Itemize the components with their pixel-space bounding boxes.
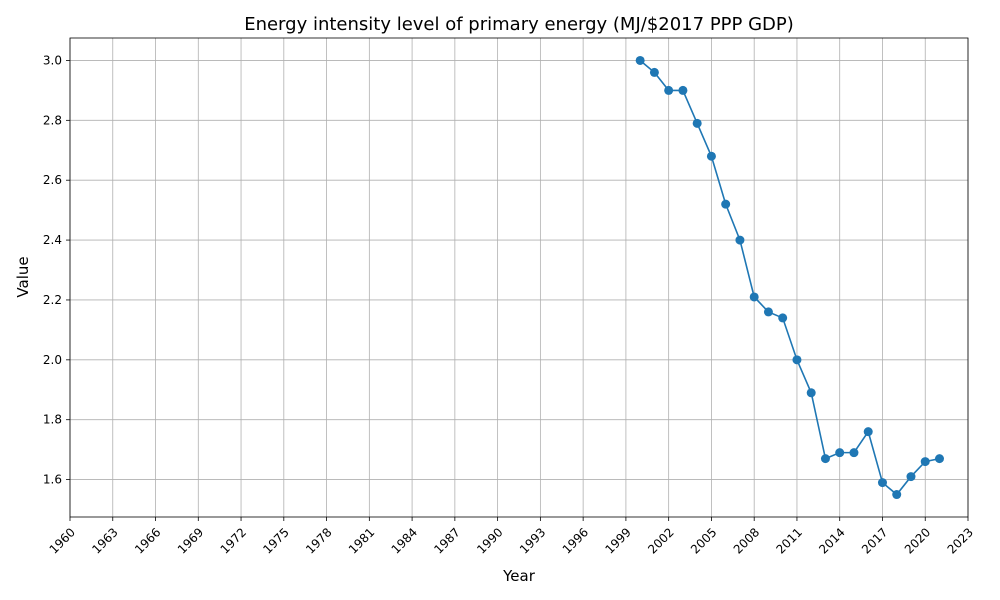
y-tick-label: 2.6 [43, 173, 62, 187]
series-line [639, 59, 940, 496]
y-tick-label: 2.8 [43, 113, 62, 127]
series [635, 55, 944, 500]
y-tick-label: 3.0 [43, 53, 62, 67]
x-tick-label: 1972 [218, 525, 249, 556]
data-point [664, 85, 674, 95]
x-tick-label: 1981 [346, 525, 377, 556]
x-axis-label: Year [502, 567, 536, 585]
x-tick-label: 1966 [132, 525, 163, 556]
data-point [820, 454, 830, 464]
x-tick-label: 2014 [816, 525, 847, 556]
x-tick-label: 1987 [431, 525, 462, 556]
y-tick-label: 2.4 [43, 233, 62, 247]
x-tick-label: 1969 [175, 525, 206, 556]
y-tick-label: 2.0 [43, 353, 62, 367]
data-point [763, 307, 773, 317]
chart-title: Energy intensity level of primary energy… [244, 14, 794, 35]
x-tick-label: 2005 [688, 525, 719, 556]
x-tick-label: 1993 [517, 525, 548, 556]
data-point [806, 388, 816, 398]
data-point [849, 448, 859, 458]
x-tick-label: 2002 [645, 525, 676, 556]
data-point [749, 292, 759, 302]
data-point [735, 235, 745, 245]
x-tick-label: 1990 [474, 525, 505, 556]
x-tick-label: 2020 [902, 525, 933, 556]
y-tick-label: 1.6 [43, 473, 62, 487]
data-point [649, 67, 659, 77]
y-tick-label: 2.2 [43, 293, 62, 307]
x-tick-label: 2017 [859, 525, 890, 556]
data-point [678, 85, 688, 95]
axis-ticks: 1960 1963 1966 1969 1972 1975 1978 1981 1984 1987… [43, 53, 976, 556]
y-axis-label: Value [14, 256, 32, 297]
data-point [706, 151, 716, 161]
x-tick-label: 2008 [731, 525, 762, 556]
x-tick-label: 1984 [389, 525, 420, 556]
data-point [721, 199, 731, 209]
data-point [778, 313, 788, 323]
x-tick-label: 2011 [774, 525, 805, 556]
data-point [792, 355, 802, 365]
x-tick-label: 1975 [260, 525, 291, 556]
data-point [692, 118, 702, 128]
data-point [906, 472, 916, 482]
data-point [877, 478, 887, 488]
data-point [892, 490, 902, 500]
data-point [863, 427, 873, 437]
x-tick-label: 1978 [303, 525, 334, 556]
data-point [934, 454, 944, 464]
x-tick-label: 2023 [945, 525, 976, 556]
x-tick-label: 1960 [47, 525, 78, 556]
x-tick-label: 1963 [89, 525, 120, 556]
data-point [635, 55, 645, 65]
y-tick-label: 1.8 [43, 413, 62, 427]
data-point [920, 457, 930, 467]
grid [69, 38, 969, 517]
x-tick-label: 1996 [560, 525, 591, 556]
x-tick-label: 1999 [602, 525, 633, 556]
plot-frame [69, 37, 969, 518]
data-point [835, 448, 845, 458]
